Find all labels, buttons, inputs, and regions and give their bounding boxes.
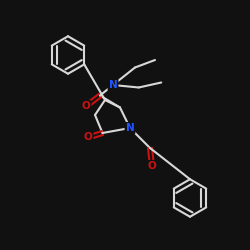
Text: O: O: [82, 101, 90, 111]
Text: O: O: [148, 161, 156, 171]
Text: O: O: [84, 132, 92, 142]
Text: N: N: [126, 123, 134, 133]
Text: N: N: [108, 80, 118, 90]
